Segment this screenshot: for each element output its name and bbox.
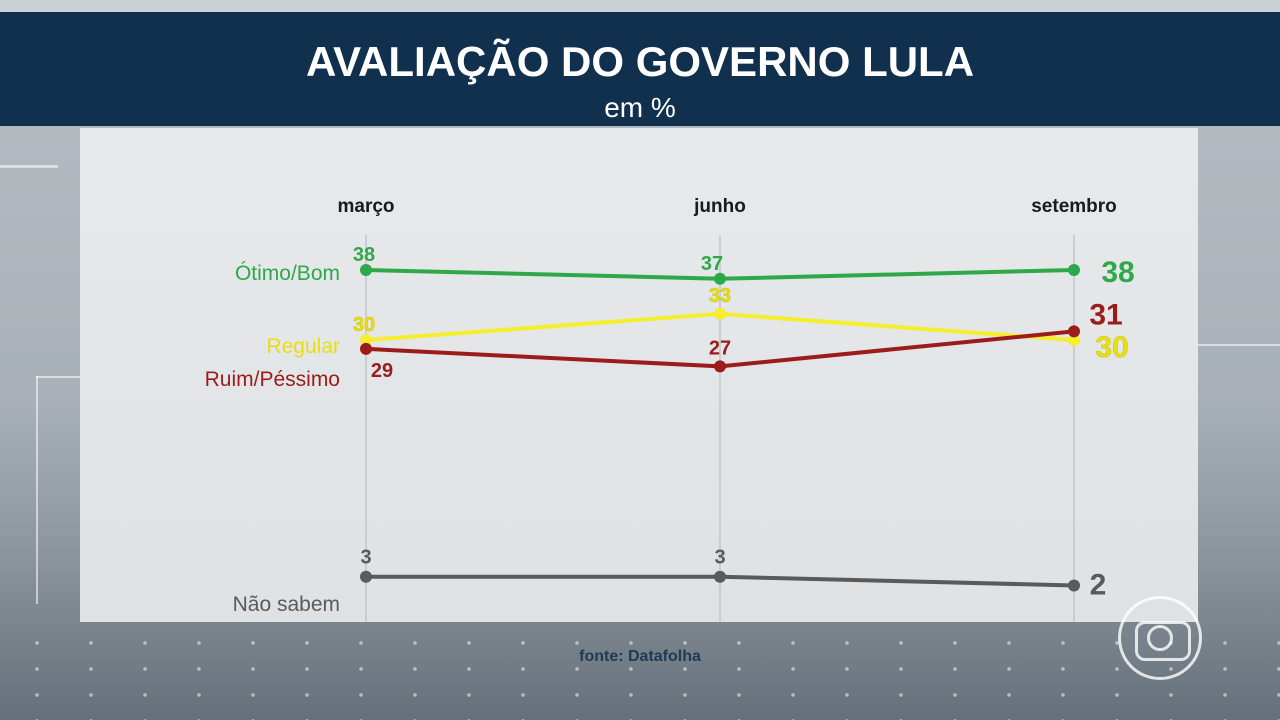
x-tick-label: setembro — [1031, 196, 1117, 217]
data-point — [360, 342, 372, 355]
data-point — [714, 307, 726, 320]
chart-title: AVALIAÇÃO DO GOVERNO LULA — [305, 38, 975, 85]
data-label: 30 — [1095, 331, 1128, 364]
data-point — [714, 272, 726, 285]
data-label: 38 — [353, 244, 375, 266]
chart-panel — [80, 128, 1198, 622]
series-label: Ruim/Péssimo — [205, 368, 340, 391]
data-point — [360, 264, 372, 276]
studio-backdrop-top — [0, 0, 1280, 14]
data-label: 33 — [709, 285, 731, 307]
title-bar: AVALIAÇÃO DO GOVERNO LULA em % — [0, 12, 1280, 126]
broadcaster-logo-icon — [1118, 596, 1202, 680]
studio-backdrop-line — [36, 376, 80, 378]
data-label: 29 — [371, 360, 393, 382]
x-tick-label: março — [337, 196, 394, 217]
studio-backdrop-line — [1198, 344, 1280, 346]
data-label: 3 — [714, 547, 725, 569]
data-label: 3 — [360, 547, 371, 569]
x-tick-label: junho — [693, 196, 746, 217]
data-point — [714, 360, 726, 373]
data-label: 27 — [709, 337, 731, 359]
data-point — [714, 570, 726, 583]
studio-backdrop-line — [0, 165, 58, 168]
series-label: Regular — [266, 335, 340, 358]
data-point — [1068, 264, 1080, 276]
studio-floor — [0, 622, 1280, 720]
data-label: 38 — [1101, 256, 1134, 289]
data-point — [1068, 325, 1080, 338]
studio-backdrop-line — [36, 376, 38, 604]
chart-subtitle: em % — [604, 92, 676, 123]
data-point — [1068, 334, 1080, 347]
data-label: 2 — [1090, 568, 1107, 601]
data-point — [1068, 579, 1080, 592]
data-label: 37 — [701, 253, 723, 275]
source-note: fonte: Datafolha — [579, 648, 701, 665]
series-label: Ótimo/Bom — [235, 262, 340, 285]
series-label: Não sabem — [233, 593, 340, 616]
data-point — [360, 570, 372, 583]
data-point — [360, 334, 372, 347]
data-label: 30 — [353, 314, 375, 336]
data-label: 31 — [1089, 298, 1122, 331]
